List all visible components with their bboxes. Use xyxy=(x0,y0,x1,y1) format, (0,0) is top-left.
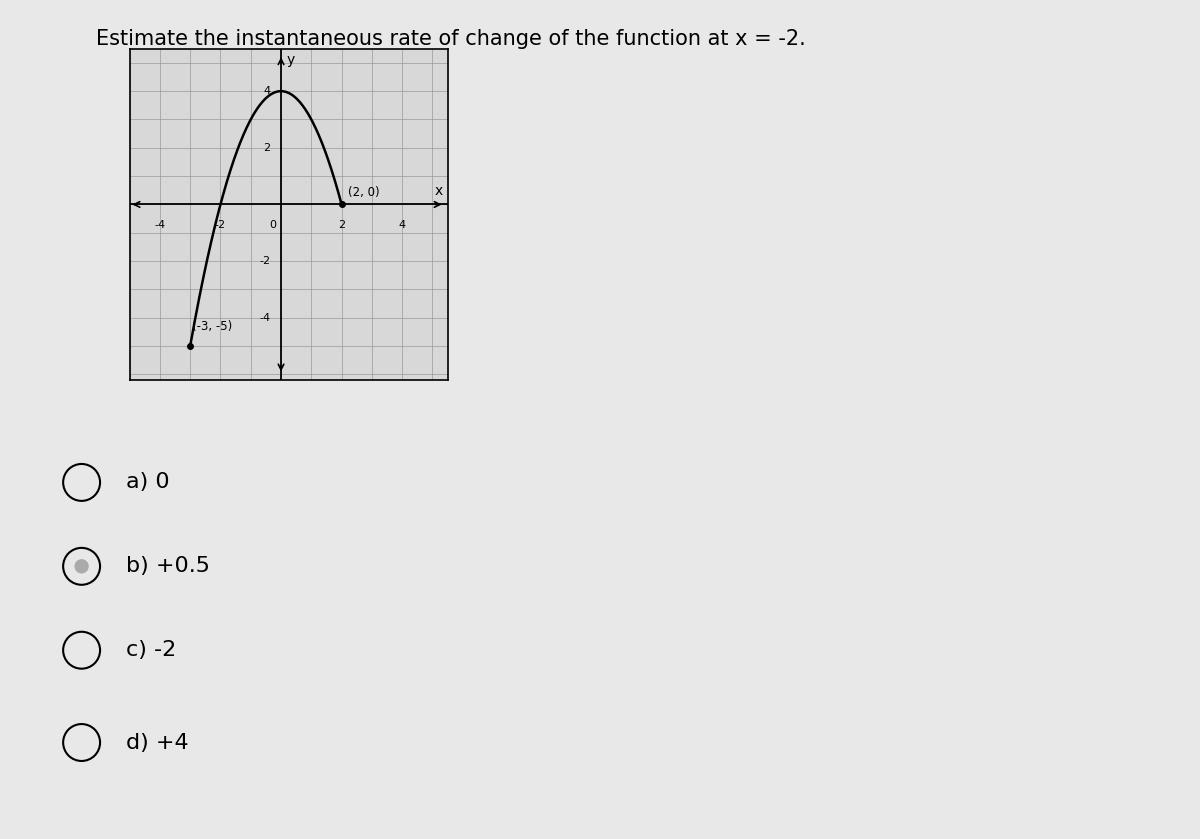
Text: a) 0: a) 0 xyxy=(126,472,169,492)
Text: x: x xyxy=(434,184,443,197)
Text: 0: 0 xyxy=(269,220,276,230)
Text: d) +4: d) +4 xyxy=(126,732,188,753)
Text: c) -2: c) -2 xyxy=(126,640,176,660)
Text: (-3, -5): (-3, -5) xyxy=(192,320,232,333)
Text: b) +0.5: b) +0.5 xyxy=(126,556,210,576)
Text: y: y xyxy=(287,53,295,67)
Text: -2: -2 xyxy=(259,256,270,266)
Text: -4: -4 xyxy=(155,220,166,230)
Text: 4: 4 xyxy=(398,220,406,230)
Text: Estimate the instantaneous rate of change of the function at x = -2.: Estimate the instantaneous rate of chang… xyxy=(96,29,805,50)
Text: -2: -2 xyxy=(215,220,226,230)
Text: 4: 4 xyxy=(263,86,270,96)
Text: -4: -4 xyxy=(259,313,270,323)
Text: (2, 0): (2, 0) xyxy=(348,186,379,199)
Text: 2: 2 xyxy=(263,143,270,153)
Text: 2: 2 xyxy=(338,220,346,230)
